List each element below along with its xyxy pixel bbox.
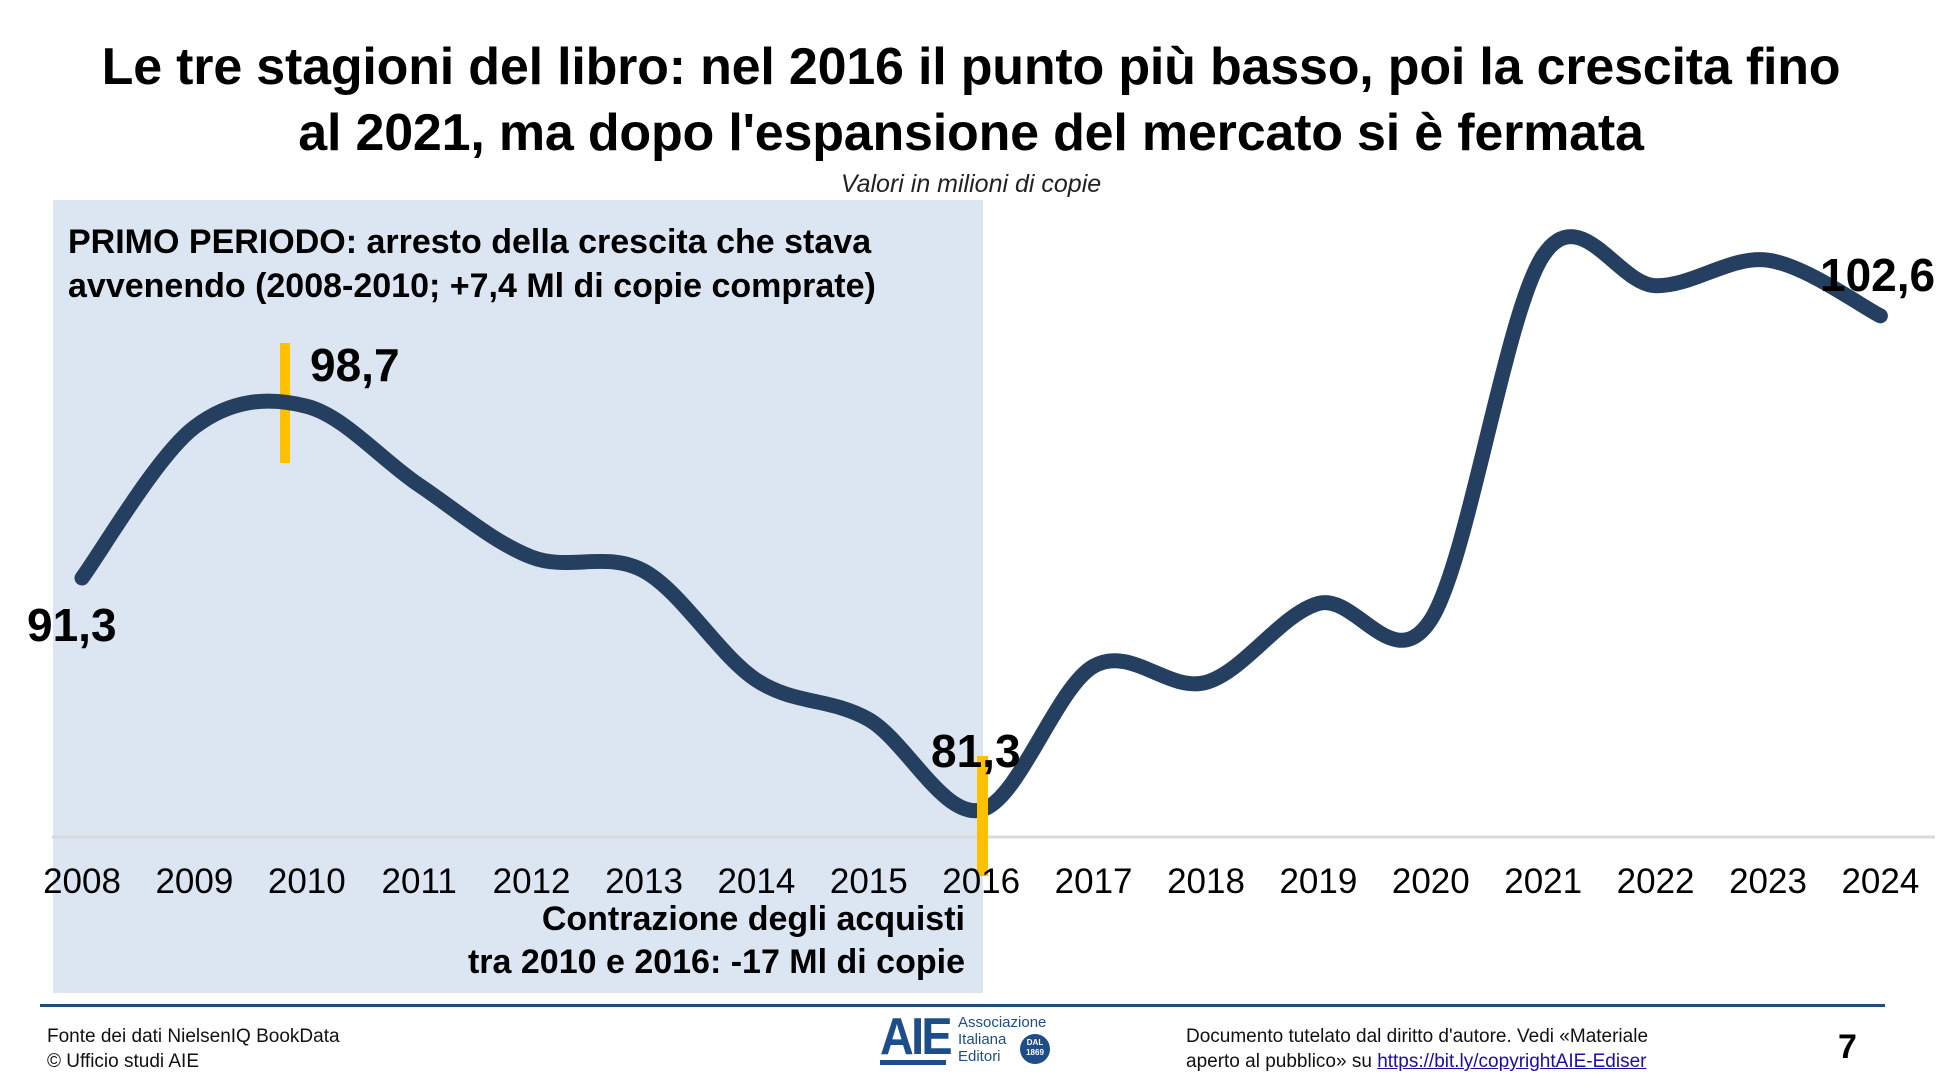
series-line [74,229,1888,819]
contraction-line-1: Contrazione degli acquisti [541,900,965,938]
x-axis-label-2013: 2013 [605,862,683,901]
x-axis-label-2014: 2014 [717,862,796,901]
x-axis-label-2019: 2019 [1279,862,1358,901]
x-axis-label-2022: 2022 [1616,862,1695,901]
x-axis-label-2010: 2010 [267,862,346,901]
x-axis-label-2008: 2008 [43,862,121,901]
aie-logo-letters: AIE [880,1008,953,1066]
contraction-line-2: tra 2010 e 2016: -17 Ml di copie [467,943,965,981]
logo-line-1: Associazione [958,1014,1047,1031]
data-label-2016: 81,3 [931,725,1021,777]
data-label-2010: 98,7 [310,339,400,391]
x-axis-label-2021: 2021 [1504,862,1583,901]
badge-year: 1869 [1026,1048,1044,1057]
copyright-owner: © Ufficio studi AIE [47,1051,199,1072]
page-number: 7 [1838,1028,1857,1066]
x-axis-label-2024: 2024 [1841,862,1920,901]
x-axis-label-2023: 2023 [1729,862,1807,901]
footer-divider [40,1004,1885,1007]
first-period-shaded-region [53,200,983,993]
data-label-2024: 102,6 [1820,249,1936,301]
first-period-annotation: PRIMO PERIODO: arresto della crescita ch… [68,220,876,308]
copyright-line-1: Documento tutelato dal diritto d'autore.… [1186,1026,1649,1047]
x-axis-label-2011: 2011 [381,862,457,901]
page-title: Le tre stagioni del libro: nel 2016 il p… [0,34,1942,166]
copyright-notice: Documento tutelato dal diritto d'autore.… [1186,1024,1648,1074]
first-period-detail: avvenendo (2008-2010; +7,4 Ml di copie c… [68,267,876,305]
title-line-2: al 2021, ma dopo l'espansione del mercat… [298,104,1644,162]
aie-logo-text: Associazione Italiana Editori [958,1014,1046,1065]
logo-line-2: Italiana [958,1031,1007,1048]
aie-logo-underline [880,1060,946,1065]
copyright-line-2: aperto al pubblico» su [1186,1051,1378,1072]
x-axis-label-2017: 2017 [1054,862,1133,901]
x-axis-label-2012: 2012 [492,862,571,901]
badge-top: DAL [1026,1038,1044,1047]
chart-subtitle: Valori in milioni di copie [840,170,1102,198]
since-1869-badge-icon: DAL 1869 [1020,1034,1050,1064]
x-axis-label-2009: 2009 [155,862,234,901]
highlight-marker-2016 [977,756,988,876]
contraction-annotation: Contrazione degli acquisti tra 2010 e 20… [468,898,965,984]
x-axis-label-2018: 2018 [1167,862,1245,901]
source-note: Fonte dei dati NielsenIQ BookData © Uffi… [47,1024,340,1074]
x-axis-label-2020: 2020 [1391,862,1470,901]
copyright-link[interactable]: https://bit.ly/copyrightAIE-Ediser [1377,1051,1647,1072]
aie-logo: AIE Associazione Italiana Editori DAL 18… [880,1008,1060,1070]
x-axis-label-2016: 2016 [942,862,1021,901]
title-line-1: Le tre stagioni del libro: nel 2016 il p… [101,38,1841,96]
first-period-heading: PRIMO PERIODO: arresto della crescita ch… [68,223,872,261]
source-line: Fonte dei dati NielsenIQ BookData [47,1026,340,1047]
data-label-2008: 91,3 [27,599,117,651]
x-axis-label-2015: 2015 [829,862,908,901]
logo-line-3: Editori [958,1048,1001,1065]
